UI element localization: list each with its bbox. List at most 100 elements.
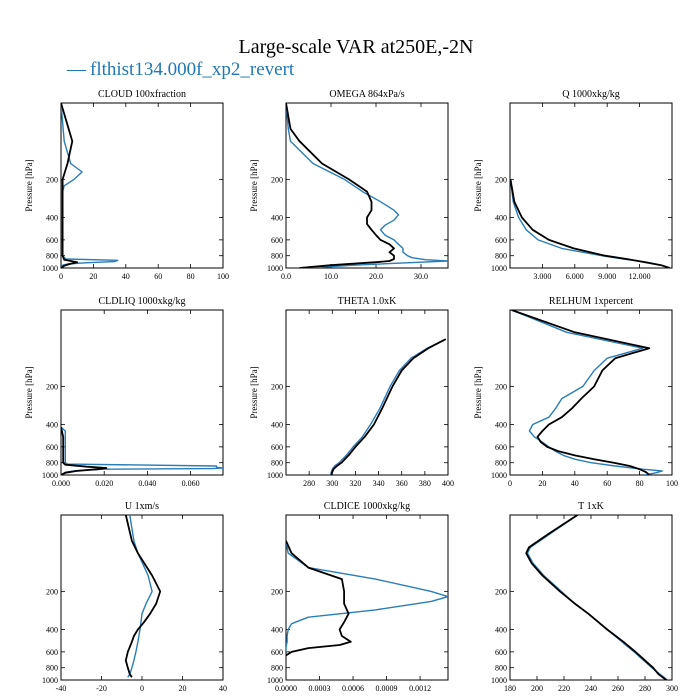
y-tick-label: 1000 [267, 676, 283, 685]
y-tick-label: 400 [271, 421, 283, 430]
x-tick-label: 180 [504, 684, 516, 693]
y-tick-label: 200 [271, 587, 283, 596]
x-tick-label: -40 [56, 684, 67, 693]
x-tick-label: 60 [603, 479, 611, 488]
y-tick-label: 200 [46, 382, 58, 391]
y-tick-label: 800 [271, 664, 283, 673]
x-tick-label: 100 [217, 272, 229, 281]
series-line-ref [61, 426, 108, 475]
y-tick-label: 800 [495, 664, 507, 673]
x-tick-label: 0.0009 [376, 684, 398, 693]
panel-title: CLOUD 100xfraction [98, 89, 186, 100]
x-tick-label: 12.000 [629, 272, 651, 281]
y-tick-label: 400 [495, 626, 507, 635]
series-line-test [61, 426, 223, 475]
y-tick-label: 200 [271, 382, 283, 391]
x-tick-label: 0.0006 [342, 684, 364, 693]
y-tick-label: 600 [271, 648, 283, 657]
panel-2: Q 1000xkg/kg 200 400 600 800 1000 3.000 6.000 9.… [473, 89, 673, 281]
y-axis-label: Pressure [hPa] [249, 366, 259, 418]
y-tick-label: 200 [495, 587, 507, 596]
y-axis-label: Pressure [hPa] [473, 159, 483, 211]
y-tick-label: 1000 [491, 264, 507, 273]
x-tick-label: 100 [666, 479, 678, 488]
x-tick-label: 0.020 [95, 479, 113, 488]
x-tick-label: 0.0012 [409, 684, 431, 693]
y-tick-label: 200 [46, 175, 58, 184]
panel-title: CLDLIQ 1000xkg/kg [99, 296, 186, 307]
x-tick-label: 20.0 [369, 272, 383, 281]
legend-label: flthist134.000f_xp2_revert [90, 59, 295, 80]
y-axis-label: Pressure [hPa] [24, 159, 34, 211]
x-tick-label: 280 [639, 684, 651, 693]
plot-frame [509, 102, 673, 269]
y-tick-label: 800 [46, 252, 58, 261]
plot-frame [285, 309, 449, 476]
plot-frame [60, 309, 224, 476]
panel-title: Q 1000xkg/kg [562, 89, 620, 100]
y-tick-label: 400 [46, 626, 58, 635]
x-tick-label: 360 [396, 479, 408, 488]
series-line-ref [286, 103, 395, 268]
panel-title: U 1xm/s [125, 501, 159, 512]
x-tick-label: 0.000 [52, 479, 70, 488]
series-line-test [330, 338, 447, 475]
x-tick-label: 220 [558, 684, 570, 693]
x-tick-label: 20 [89, 272, 97, 281]
x-tick-label: 3.000 [533, 272, 551, 281]
series-line-ref [525, 515, 668, 680]
x-tick-label: 0 [140, 684, 144, 693]
y-tick-label: 400 [46, 421, 58, 430]
series-line-ref [286, 540, 352, 657]
x-tick-label: 0.0003 [309, 684, 331, 693]
x-tick-label: -20 [96, 684, 107, 693]
y-axis-label: Pressure [hPa] [473, 366, 483, 418]
x-tick-label: 40 [571, 479, 579, 488]
y-tick-label: 800 [271, 459, 283, 468]
series-line-ref [330, 338, 447, 475]
x-tick-label: 280 [303, 479, 315, 488]
x-tick-label: 6.000 [566, 272, 584, 281]
x-tick-label: 40 [219, 684, 227, 693]
x-tick-label: 380 [419, 479, 431, 488]
y-tick-label: 1000 [267, 264, 283, 273]
x-tick-label: 320 [349, 479, 361, 488]
y-tick-label: 400 [271, 214, 283, 223]
y-axis-label: Pressure [hPa] [249, 159, 259, 211]
y-tick-label: 800 [495, 459, 507, 468]
y-tick-label: 600 [46, 443, 58, 452]
y-tick-label: 1000 [42, 676, 58, 685]
plot-frame [509, 309, 673, 476]
x-tick-label: 20 [179, 684, 187, 693]
panel-title: RELHUM 1xpercent [549, 296, 633, 307]
panel-6: U 1xm/s 200 400 600 800 1000-40 -20 0 20 40 [42, 501, 227, 693]
series-line-test [511, 310, 663, 475]
y-tick-label: 600 [495, 236, 507, 245]
panel-title: CLDICE 1000xkg/kg [324, 501, 410, 512]
y-tick-label: 1000 [267, 471, 283, 480]
series-line-test [510, 179, 671, 268]
y-tick-label: 400 [495, 421, 507, 430]
y-tick-label: 1000 [42, 264, 58, 273]
y-tick-label: 400 [495, 214, 507, 223]
x-tick-label: 300 [666, 684, 678, 693]
panel-title: THETA 1.0xK [338, 296, 397, 307]
y-tick-label: 1000 [491, 471, 507, 480]
x-tick-label: 300 [326, 479, 338, 488]
y-tick-label: 600 [495, 443, 507, 452]
x-tick-label: 240 [585, 684, 597, 693]
y-tick-label: 600 [495, 648, 507, 657]
x-tick-label: 0 [59, 272, 63, 281]
y-tick-label: 800 [495, 252, 507, 261]
y-tick-label: 200 [46, 587, 58, 596]
y-tick-label: 800 [271, 252, 283, 261]
y-tick-label: 400 [271, 626, 283, 635]
x-tick-label: 10.0 [324, 272, 338, 281]
series-line-test [286, 540, 448, 652]
